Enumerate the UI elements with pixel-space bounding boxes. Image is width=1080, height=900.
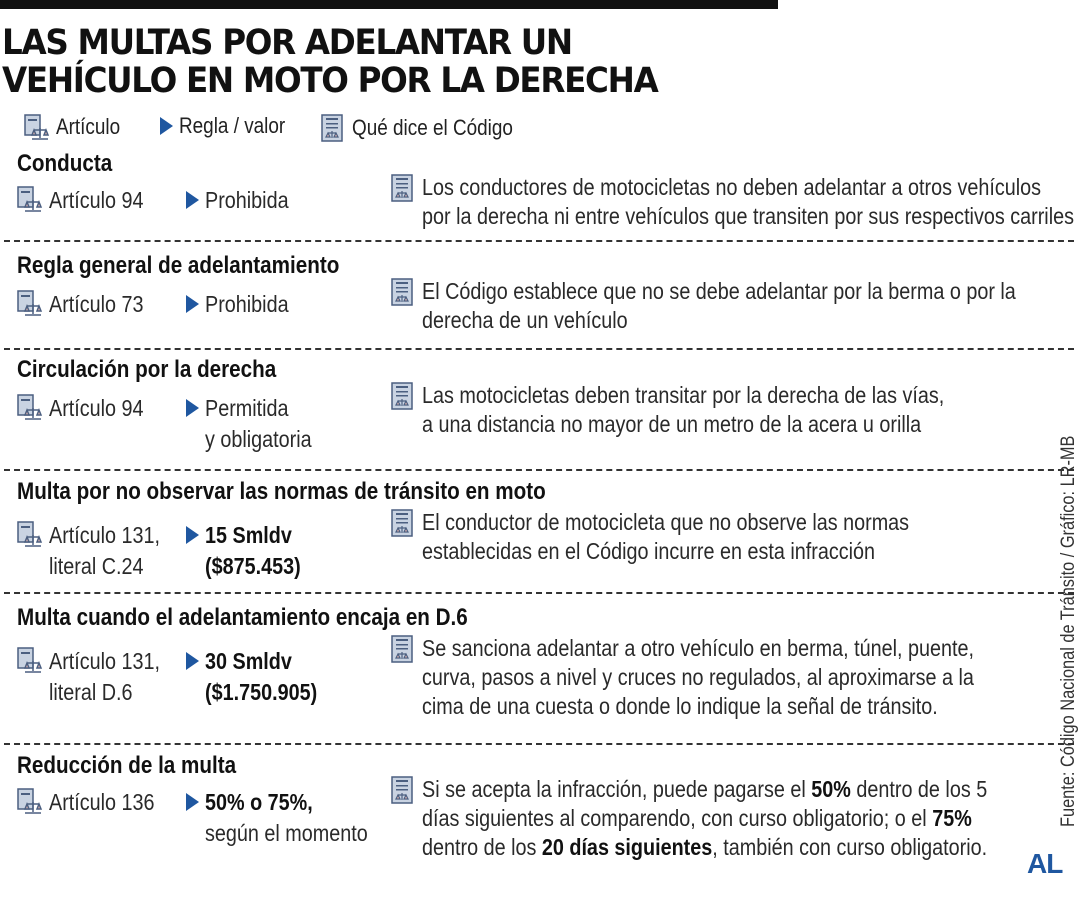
document-icon	[391, 776, 413, 804]
brand-logo: AL	[1027, 848, 1063, 879]
arrow-right-icon	[160, 117, 173, 135]
value-label: 30 Smldv ($1.750.905)	[205, 646, 377, 708]
law-book-icon	[24, 114, 50, 140]
arrow-right-icon	[186, 295, 199, 313]
document-icon	[391, 635, 413, 663]
row-divider	[4, 469, 1074, 471]
code-description: Las motocicletas deben transitar por la …	[390, 381, 1080, 439]
code-description: El Código establece que no se debe adela…	[390, 277, 1080, 335]
value-label: Prohibida	[205, 185, 377, 216]
article-label: Artículo 131, literal D.6	[49, 648, 161, 705]
description-text: El conductor de motocicleta que no obser…	[422, 509, 910, 564]
value-label: 15 Smldv ($875.453)	[205, 520, 377, 582]
arrow-right-icon	[186, 399, 199, 417]
law-book-icon	[17, 186, 43, 212]
value-label: 50% o 75%, según el momento	[205, 787, 377, 849]
page-title: LAS MULTAS POR ADELANTAR UN VEHÍCULO EN …	[2, 23, 659, 101]
row-title: Reducción de la multa	[17, 752, 237, 779]
value-label: Prohibida	[205, 289, 377, 320]
row-title: Circulación por la derecha	[17, 356, 277, 383]
value-main: 30 Smldv ($1.750.905)	[205, 648, 318, 705]
legend-article-label: Artículo	[56, 114, 121, 139]
description-text: El Código establece que no se debe adela…	[422, 278, 1016, 333]
article-ref: Artículo 73	[15, 289, 189, 320]
article-ref: Artículo 131, literal D.6	[15, 646, 189, 708]
legend-article: Artículo	[22, 113, 131, 141]
article-label: Artículo 94	[49, 395, 144, 421]
document-icon	[391, 278, 413, 306]
code-description: El conductor de motocicleta que no obser…	[390, 508, 1080, 566]
article-label: Artículo 131, literal C.24	[49, 522, 161, 579]
law-book-icon	[17, 521, 43, 547]
arrow-right-icon	[186, 793, 199, 811]
law-book-icon	[17, 394, 43, 420]
legend-code: Qué dice el Código	[320, 113, 539, 143]
article-ref: Artículo 136	[15, 787, 189, 818]
legend-code-label: Qué dice el Código	[352, 115, 513, 140]
law-book-icon	[17, 788, 43, 814]
arrow-right-icon	[186, 191, 199, 209]
rule-value: 50% o 75%, según el momento	[186, 787, 405, 849]
article-ref: Artículo 94	[15, 185, 189, 216]
law-book-icon	[17, 290, 43, 316]
legend-rule-label: Regla / valor	[179, 113, 286, 138]
article-ref: Artículo 131, literal C.24	[15, 520, 189, 582]
code-description: Si se acepta la infracción, puede pagars…	[390, 775, 1080, 862]
document-icon	[391, 382, 413, 410]
arrow-right-icon	[186, 526, 199, 544]
description-text: Se sanciona adelantar a otro vehículo en…	[422, 635, 975, 719]
rule-value: 30 Smldv ($1.750.905)	[186, 646, 405, 708]
value-main: 15 Smldv ($875.453)	[205, 522, 301, 579]
value-sub: según el momento	[205, 820, 368, 846]
source-credit: Fuente: Código Nacional de Tránsito / Gr…	[1058, 435, 1079, 827]
article-label: Artículo 73	[49, 291, 144, 317]
value-main: Prohibida	[205, 291, 289, 317]
row-title: Multa cuando el adelantamiento encaja en…	[17, 604, 468, 631]
top-rule	[0, 0, 778, 9]
document-icon	[321, 114, 343, 142]
rule-value: 15 Smldv ($875.453)	[186, 520, 405, 582]
row-divider	[4, 592, 1074, 594]
description-text: Los conductores de motocicletas no deben…	[422, 174, 1074, 229]
article-ref: Artículo 94	[15, 393, 189, 424]
description-text: Las motocicletas deben transitar por la …	[422, 382, 945, 437]
code-description: Se sanciona adelantar a otro vehículo en…	[390, 634, 1080, 721]
row-divider	[4, 240, 1074, 242]
row-title: Regla general de adelantamiento	[17, 252, 340, 279]
rule-value: Permitida y obligatoria	[186, 393, 405, 455]
legend-rule: Regla / valor	[160, 113, 303, 139]
rule-value: Prohibida	[186, 289, 405, 320]
row-divider	[4, 743, 1074, 745]
description-text: Si se acepta la infracción, puede pagars…	[422, 776, 988, 860]
arrow-right-icon	[186, 652, 199, 670]
document-icon	[391, 174, 413, 202]
document-icon	[391, 509, 413, 537]
value-main: Prohibida	[205, 187, 289, 213]
article-label: Artículo 94	[49, 187, 144, 213]
rule-value: Prohibida	[186, 185, 405, 216]
value-label: Permitida y obligatoria	[205, 393, 377, 455]
row-divider	[4, 348, 1074, 350]
value-main: 50% o 75%,	[205, 789, 313, 815]
article-label: Artículo 136	[49, 789, 155, 815]
code-description: Los conductores de motocicletas no deben…	[390, 173, 1080, 231]
row-title: Conducta	[17, 150, 113, 177]
row-title: Multa por no observar las normas de trán…	[17, 478, 546, 505]
law-book-icon	[17, 647, 43, 673]
value-main: Permitida y obligatoria	[205, 395, 312, 452]
